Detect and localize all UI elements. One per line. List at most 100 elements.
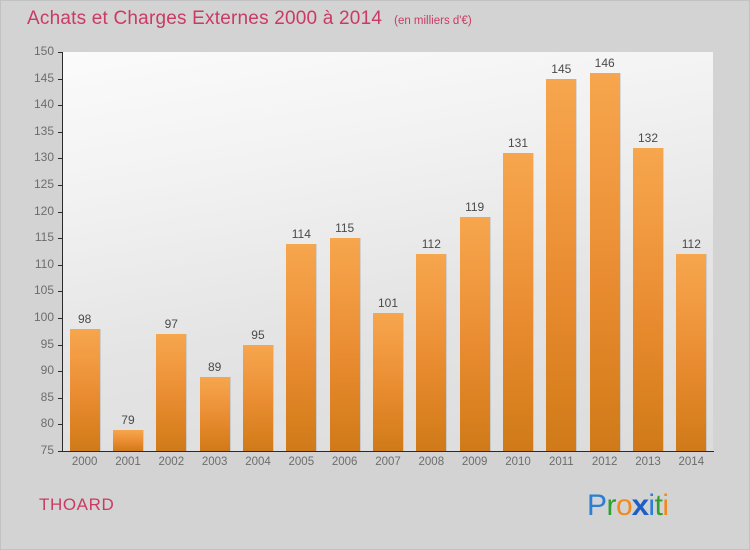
bar-value-label: 97 [164, 316, 178, 331]
y-axis-tick: 125 [1, 177, 63, 191]
bar[interactable] [502, 153, 533, 451]
y-axis-tick-label: 85 [40, 389, 54, 404]
y-axis-tick: 105 [1, 283, 63, 297]
logo-letter-i2: i [662, 489, 669, 522]
y-axis-tick-mark [58, 451, 63, 452]
bar[interactable] [416, 254, 447, 451]
x-axis-tick-label: 2009 [461, 456, 488, 468]
x-axis-tick-label: 2000 [71, 456, 98, 468]
y-axis-tick: 145 [1, 71, 63, 85]
bar[interactable] [156, 333, 187, 451]
y-axis-tick-label: 135 [33, 123, 54, 138]
bar-series: 98 79 97 89 95 114 115 101 112 119 131 145 146 132 112 [63, 52, 713, 451]
bar-value-label: 119 [465, 199, 485, 214]
logo-letter-p: P [587, 489, 607, 522]
bar[interactable] [372, 312, 403, 451]
x-axis-tick-label: 2004 [245, 456, 271, 468]
y-axis-tick-mark [58, 78, 63, 80]
bar-value-label: 114 [291, 226, 311, 241]
y-axis-tick-mark [58, 131, 63, 133]
bar-slot: 98 [63, 52, 106, 451]
bar-value-label: 98 [77, 311, 92, 326]
bar-value-label: 101 [377, 295, 398, 310]
bar-slot: 114 [280, 52, 323, 451]
bar-slot: 132 [626, 52, 669, 451]
y-axis-tick-mark [58, 318, 63, 319]
bar[interactable] [199, 376, 230, 451]
y-axis-tick-label: 120 [33, 203, 54, 218]
y-axis-tick-label: 150 [33, 44, 54, 58]
y-axis-tick-mark [58, 238, 63, 240]
bar[interactable] [632, 147, 663, 451]
y-axis-tick-mark [58, 344, 63, 346]
bar[interactable] [589, 73, 620, 451]
bar-value-label: 131 [507, 136, 528, 151]
bar[interactable] [459, 216, 490, 451]
x-axis-line [62, 451, 714, 452]
y-axis-tick: 140 [1, 97, 63, 111]
y-axis-tick-mark [58, 264, 63, 266]
bar[interactable] [329, 238, 360, 451]
x-axis-tick-label: 2003 [201, 456, 228, 468]
bar-value-label: 112 [681, 237, 701, 252]
logo-letter-r: r [606, 489, 617, 522]
y-axis-tick-mark [58, 291, 63, 293]
bar-slot: 115 [323, 52, 366, 451]
y-axis-tick-mark [58, 52, 63, 53]
logo-letter-o: o [616, 489, 633, 522]
bar-slot: 101 [366, 52, 409, 451]
y-axis-tick-label: 145 [33, 70, 54, 85]
bar-value-label: 95 [251, 327, 265, 342]
bar[interactable] [112, 429, 143, 451]
x-axis-tick-label: 2002 [158, 456, 185, 468]
y-axis-tick-mark [58, 424, 63, 426]
bar-value-label: 132 [637, 130, 658, 145]
x-axis-tick-label: 2012 [591, 456, 618, 468]
bar[interactable] [242, 344, 273, 451]
y-axis-tick-mark [58, 185, 63, 186]
y-axis-tick-label: 95 [40, 336, 54, 351]
bar-slot: 145 [540, 52, 583, 451]
bar-slot: 146 [583, 52, 626, 451]
bar-slot: 119 [453, 52, 496, 451]
y-axis-tick-mark [58, 371, 63, 373]
bar-value-label: 79 [121, 412, 135, 427]
y-axis-tick: 95 [1, 337, 63, 351]
y-axis-tick-label: 115 [34, 230, 54, 245]
y-axis-tick-mark [58, 211, 63, 213]
x-axis-tick-label: 2011 [548, 456, 574, 468]
y-axis-tick: 80 [1, 416, 63, 430]
x-axis-tick-label: 2006 [331, 456, 358, 468]
y-axis-tick: 85 [1, 390, 63, 404]
y-axis-tick: 120 [1, 204, 63, 218]
y-axis-tick-label: 125 [33, 177, 54, 191]
y-axis-tick-label: 80 [40, 416, 54, 431]
x-axis-tick-label: 2001 [115, 456, 141, 468]
y-axis-tick: 90 [1, 363, 63, 377]
y-axis-tick: 115 [1, 230, 63, 244]
y-axis-tick: 75 [1, 443, 63, 457]
y-axis-tick-label: 100 [33, 310, 54, 324]
bar[interactable] [676, 254, 707, 451]
y-axis-tick: 135 [1, 124, 63, 138]
y-axis-tick-label: 130 [33, 150, 54, 165]
bar-value-label: 145 [551, 61, 572, 76]
y-axis-tick-mark [58, 158, 63, 160]
bar[interactable] [546, 78, 577, 451]
x-axis-tick-label: 2010 [505, 456, 531, 468]
bar[interactable] [286, 243, 317, 451]
chart-header: Achats et Charges Externes 2000 à 2014 (… [1, 1, 750, 37]
chart-units-subtitle: (en milliers d'€) [394, 15, 472, 27]
bar[interactable] [69, 328, 100, 451]
logo-letter-i1: i [648, 489, 655, 522]
x-axis-tick-label: 2005 [288, 456, 315, 468]
bar-value-label: 112 [421, 237, 441, 252]
y-axis-tick-label: 140 [33, 97, 54, 112]
bar-slot: 112 [410, 52, 453, 451]
y-axis-tick: 130 [1, 150, 63, 164]
bar-slot: 131 [496, 52, 539, 451]
y-axis-tick: 100 [1, 310, 63, 324]
x-axis-tick-label: 2013 [635, 456, 661, 468]
